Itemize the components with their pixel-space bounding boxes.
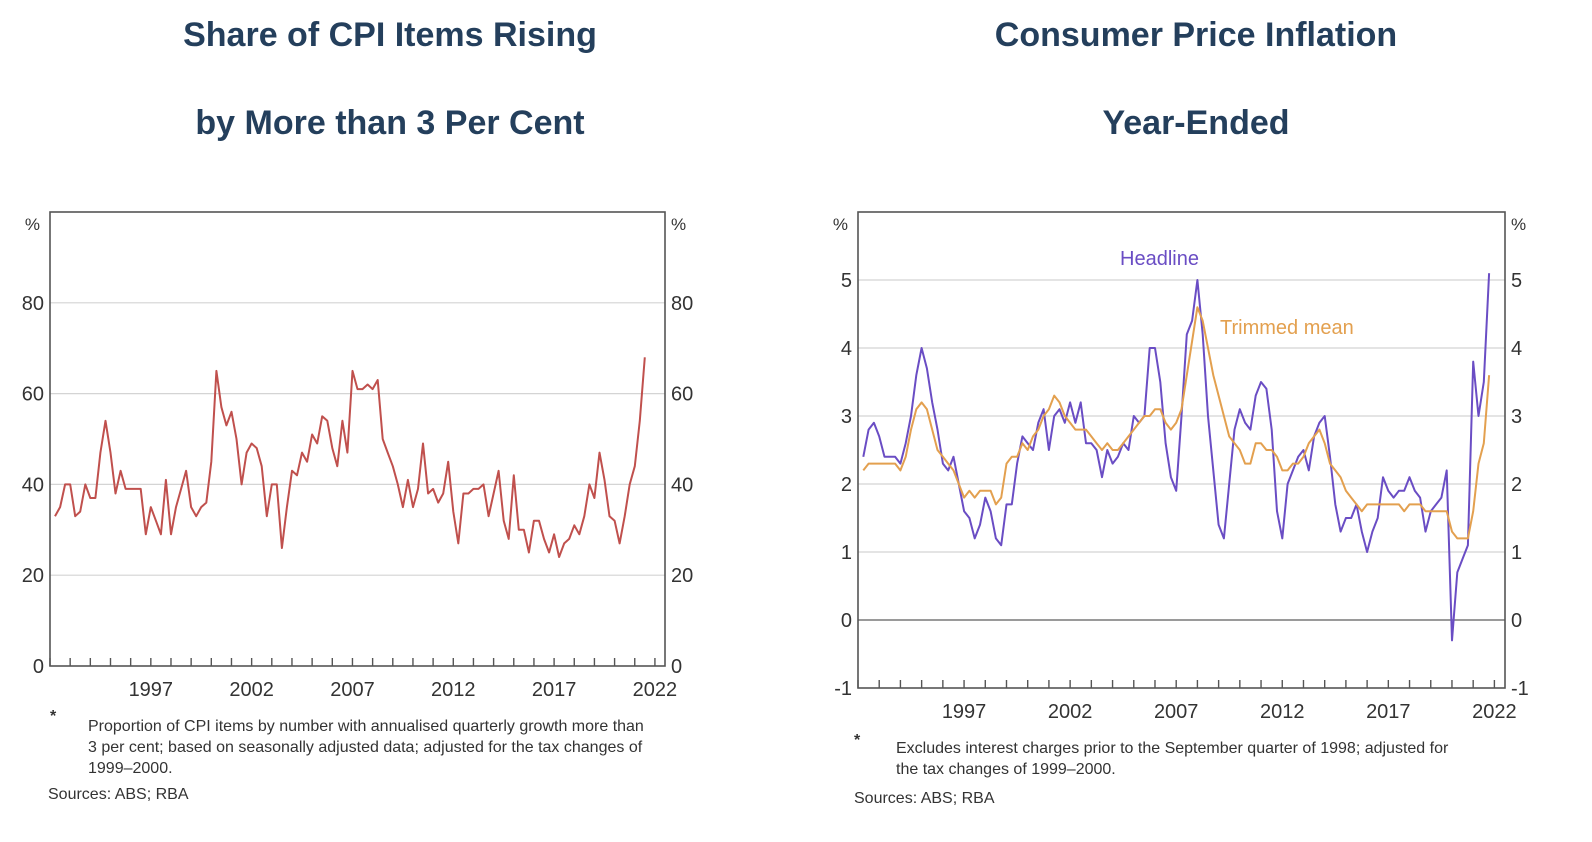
left-plot-frame xyxy=(49,211,666,667)
right-ytick-left--1: -1 xyxy=(834,678,852,700)
right-xtick-label-2002: 2002 xyxy=(1048,701,1093,723)
right-series-line-trimmed-mean xyxy=(862,306,1491,540)
left-ytick-right-80: 80 xyxy=(671,293,693,315)
right-title-line1: Consumer Price Inflation xyxy=(994,16,1398,54)
left-xtick-label-2002: 2002 xyxy=(229,679,274,700)
right-footnote: Excludes interest charges prior to the S… xyxy=(896,740,1449,778)
left-ytick-left-80: 80 xyxy=(22,293,44,315)
right-xtick-label-2017: 2017 xyxy=(1366,701,1411,723)
left-chart-panel: Share of CPI Items Rising by More than 3… xyxy=(0,0,780,842)
right-ytick-right-5: 5 xyxy=(1511,270,1522,292)
right-unit-left: % xyxy=(833,215,848,234)
right-ytick-left-1: 1 xyxy=(841,542,852,564)
right-ytick-left-4: 4 xyxy=(841,338,852,360)
right-title-line2: Year-Ended xyxy=(1102,104,1290,142)
right-ytick-left-2: 2 xyxy=(841,474,852,496)
right-xtick-label-1997: 1997 xyxy=(942,701,987,723)
right-ytick-right-3: 3 xyxy=(1511,406,1522,428)
left-xtick-label-2007: 2007 xyxy=(330,679,375,700)
left-footnote: Proportion of CPI items by number with a… xyxy=(88,718,644,777)
left-xtick-label-2012: 2012 xyxy=(431,679,476,700)
right-ytick-right-2: 2 xyxy=(1511,474,1522,496)
right-xtick-label-2022: 2022 xyxy=(1472,701,1517,723)
right-xtick-label-2007: 2007 xyxy=(1154,701,1199,723)
left-ytick-right-60: 60 xyxy=(671,384,693,406)
right-chart-panel: Consumer Price Inflation Year-Ended -1 -1… xyxy=(800,0,1592,842)
left-unit-right: % xyxy=(671,215,686,234)
left-xtick-label-1997: 1997 xyxy=(129,679,174,700)
right-xtick-label-2012: 2012 xyxy=(1260,701,1305,723)
right-ytick-left-3: 3 xyxy=(841,406,852,428)
left-ytick-left-20: 20 xyxy=(22,565,44,587)
right-note-marker: * xyxy=(854,732,861,749)
right-series-line-headline xyxy=(862,273,1491,642)
right-ytick-right--1: -1 xyxy=(1511,678,1529,700)
left-xtick-label-2022: 2022 xyxy=(633,679,678,700)
left-ytick-right-0: 0 xyxy=(671,656,682,678)
left-ytick-left-0: 0 xyxy=(33,656,44,678)
left-note-marker: * xyxy=(50,708,57,725)
left-chart: 0 0 20 20 40 40 60 60 80 80% % 1997 2002 2007 2012 2017… xyxy=(22,211,693,700)
left-title-line1: Share of CPI Items Rising xyxy=(183,16,597,54)
right-series-label-headline: Headline xyxy=(1120,248,1199,270)
right-plot-frame xyxy=(857,211,1506,689)
right-chart: -1 -1 0 0 1 1 2 2 3 3 4 4 5 5% % 1997 2002 2007 2012 2017 20… xyxy=(833,211,1529,723)
right-ytick-left-0: 0 xyxy=(841,610,852,632)
right-series-label-trimmed-mean: Trimmed mean xyxy=(1220,317,1354,339)
right-ytick-right-0: 0 xyxy=(1511,610,1522,632)
right-ytick-right-4: 4 xyxy=(1511,338,1522,360)
left-title-line2: by More than 3 Per Cent xyxy=(195,104,585,142)
right-ytick-right-1: 1 xyxy=(1511,542,1522,564)
left-xtick-label-2017: 2017 xyxy=(532,679,577,700)
left-ytick-right-20: 20 xyxy=(671,565,693,587)
left-ytick-left-40: 40 xyxy=(22,474,44,496)
left-unit-left: % xyxy=(25,215,40,234)
left-ytick-left-60: 60 xyxy=(22,384,44,406)
right-ytick-left-5: 5 xyxy=(841,270,852,292)
left-series-line-0 xyxy=(54,357,646,558)
left-sources: Sources: ABS; RBA xyxy=(48,786,189,803)
left-ytick-right-40: 40 xyxy=(671,474,693,496)
right-sources: Sources: ABS; RBA xyxy=(854,790,995,807)
right-unit-right: % xyxy=(1511,215,1526,234)
